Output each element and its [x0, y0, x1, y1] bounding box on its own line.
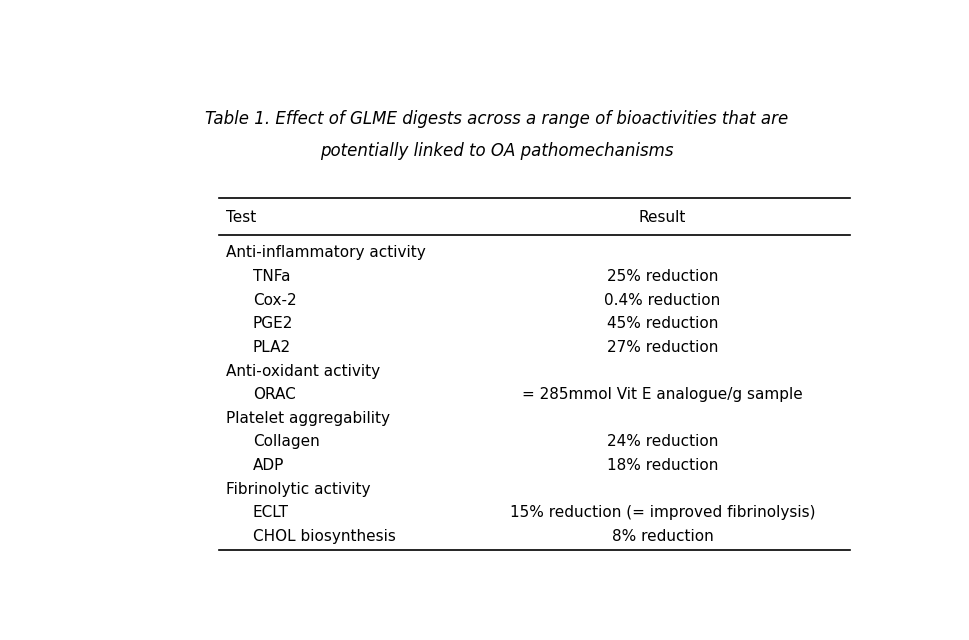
Text: Collagen: Collagen [253, 435, 319, 449]
Text: Table 1. Effect of GLME digests across a range of bioactivities that are: Table 1. Effect of GLME digests across a… [205, 109, 788, 128]
Text: Anti-oxidant activity: Anti-oxidant activity [226, 364, 380, 378]
Text: 8% reduction: 8% reduction [611, 529, 712, 544]
Text: Anti-inflammatory activity: Anti-inflammatory activity [226, 245, 425, 260]
Text: PLA2: PLA2 [253, 340, 291, 355]
Text: ECLT: ECLT [253, 506, 289, 520]
Text: 15% reduction (= improved fibrinolysis): 15% reduction (= improved fibrinolysis) [510, 506, 814, 520]
Text: Platelet aggregability: Platelet aggregability [226, 411, 391, 426]
Text: = 285mmol Vit E analogue/g sample: = 285mmol Vit E analogue/g sample [521, 387, 802, 402]
Text: 25% reduction: 25% reduction [607, 269, 717, 284]
Text: 0.4% reduction: 0.4% reduction [604, 292, 720, 308]
Text: PGE2: PGE2 [253, 316, 293, 331]
Text: 27% reduction: 27% reduction [607, 340, 717, 355]
Text: potentially linked to OA pathomechanisms: potentially linked to OA pathomechanisms [320, 141, 673, 160]
Text: 18% reduction: 18% reduction [607, 458, 717, 473]
Text: TNFa: TNFa [253, 269, 290, 284]
Text: ADP: ADP [253, 458, 284, 473]
Text: 45% reduction: 45% reduction [607, 316, 717, 331]
Text: Result: Result [639, 210, 685, 225]
Text: Test: Test [226, 210, 257, 225]
Text: Cox-2: Cox-2 [253, 292, 297, 308]
Text: CHOL biosynthesis: CHOL biosynthesis [253, 529, 395, 544]
Text: 24% reduction: 24% reduction [607, 435, 717, 449]
Text: Fibrinolytic activity: Fibrinolytic activity [226, 482, 370, 497]
Text: ORAC: ORAC [253, 387, 296, 402]
